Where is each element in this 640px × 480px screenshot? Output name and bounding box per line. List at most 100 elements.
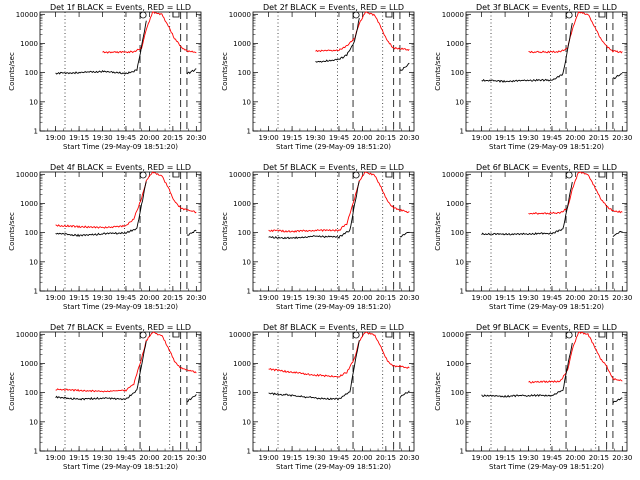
x-tick-label: 19:45	[329, 454, 349, 462]
y-tick-label: 10	[29, 98, 38, 106]
y-tick-label: 100	[238, 389, 251, 397]
y-tick-label: 10	[29, 258, 38, 266]
y-tick-label: 10	[29, 418, 38, 426]
y-tick-label: 1	[247, 288, 251, 296]
panel-det-6: Det 6f BLACK = Events, RED = LLD 1 10 100 10…	[434, 163, 632, 311]
y-tick-label: 1	[247, 128, 251, 136]
x-tick-label: 20:15	[376, 294, 396, 302]
x-tick-label: 20:15	[376, 454, 396, 462]
x-tick-label: 19:30	[92, 454, 112, 462]
saa-symbol	[598, 332, 606, 338]
x-tick-label: 19:30	[305, 454, 325, 462]
x-tick-label: 19:15	[495, 134, 515, 142]
panel-title: Det 8f BLACK = Events, RED = LLD	[263, 323, 404, 332]
x-tick-label: 19:45	[329, 294, 349, 302]
x-tick-label: 20:00	[565, 454, 585, 462]
flare-start-symbol	[139, 171, 147, 179]
plot-frame	[252, 331, 415, 452]
x-axis-label: Start Time (29-May-09 18:51:20)	[276, 303, 391, 311]
x-tick-label: 20:00	[565, 134, 585, 142]
x-tick-label: 19:00	[472, 454, 492, 462]
events-series-line	[55, 20, 197, 75]
plot-frame	[465, 171, 628, 292]
x-tick-label: 20:15	[589, 454, 609, 462]
events-series-line	[481, 181, 623, 237]
panel-title: Det 4f BLACK = Events, RED = LLD	[50, 163, 191, 172]
x-tick-label: 19:30	[92, 294, 112, 302]
events-series-line	[481, 22, 623, 83]
saa-symbol	[172, 172, 180, 178]
x-tick-label: 19:00	[259, 134, 279, 142]
events-series-line	[55, 340, 197, 403]
x-tick-label: 19:45	[329, 134, 349, 142]
y-tick-label: 10000	[229, 11, 251, 19]
y-tick-label: 100	[238, 229, 251, 237]
y-tick-label: 1000	[233, 40, 251, 48]
y-tick-label: 10	[242, 258, 251, 266]
panel-title: Det 3f BLACK = Events, RED = LLD	[476, 3, 617, 12]
y-tick-label: 10000	[16, 171, 38, 179]
y-tick-label: 100	[25, 229, 38, 237]
lld-series-line	[315, 11, 410, 53]
x-axis-label: Start Time (29-May-09 18:51:20)	[276, 143, 391, 151]
x-tick-label: 19:00	[46, 454, 66, 462]
plot-frame	[465, 331, 628, 452]
x-tick-label: 19:45	[116, 134, 136, 142]
plot-frame	[39, 331, 202, 452]
y-axis-label: Counts/sec	[221, 52, 229, 91]
panel-title: Det 5f BLACK = Events, RED = LLD	[263, 163, 404, 172]
x-axis-label: Start Time (29-May-09 18:51:20)	[63, 303, 178, 311]
saa-symbol	[598, 172, 606, 178]
y-tick-label: 1	[34, 288, 38, 296]
x-tick-label: 20:00	[139, 454, 159, 462]
x-tick-label: 19:00	[46, 294, 66, 302]
y-tick-label: 1000	[20, 40, 38, 48]
y-axis-label: Counts/sec	[434, 372, 442, 411]
x-tick-label: 19:45	[116, 454, 136, 462]
events-series-line	[268, 181, 410, 240]
y-tick-label: 1000	[446, 200, 464, 208]
x-tick-label: 20:30	[399, 134, 419, 142]
lld-series-line	[268, 171, 410, 233]
y-axis-label: Counts/sec	[434, 52, 442, 91]
y-tick-label: 10000	[229, 171, 251, 179]
x-tick-label: 19:00	[259, 454, 279, 462]
flare-start-symbol	[565, 331, 573, 339]
lld-series-line	[55, 331, 197, 393]
y-axis-label: Counts/sec	[221, 212, 229, 251]
y-tick-label: 100	[25, 69, 38, 77]
y-axis-label: Counts/sec	[8, 212, 16, 251]
panel-title: Det 6f BLACK = Events, RED = LLD	[476, 163, 617, 172]
x-tick-label: 19:15	[495, 294, 515, 302]
x-tick-label: 20:15	[376, 134, 396, 142]
lld-series-line	[528, 171, 623, 215]
y-axis-label: Counts/sec	[221, 372, 229, 411]
x-tick-label: 19:45	[116, 294, 136, 302]
y-tick-label: 1	[34, 128, 38, 136]
x-tick-label: 20:00	[565, 294, 585, 302]
x-tick-label: 19:30	[305, 294, 325, 302]
y-tick-label: 10000	[16, 11, 38, 19]
panel-title: Det 9f BLACK = Events, RED = LLD	[476, 323, 617, 332]
y-tick-label: 100	[451, 389, 464, 397]
y-tick-label: 1000	[446, 40, 464, 48]
y-tick-label: 1	[34, 448, 38, 456]
y-tick-label: 1000	[446, 360, 464, 368]
panel-det-8: Det 8f BLACK = Events, RED = LLD 1 10 100 10…	[221, 323, 419, 471]
flare-start-symbol	[139, 331, 147, 339]
flare-start-symbol	[565, 11, 573, 19]
panel-det-9: Det 9f BLACK = Events, RED = LLD 1 10 100 10…	[434, 323, 632, 471]
y-axis-label: Counts/sec	[8, 372, 16, 411]
saa-symbol	[385, 332, 393, 338]
saa-symbol	[385, 12, 393, 18]
x-tick-label: 19:45	[542, 294, 562, 302]
x-tick-label: 20:30	[399, 294, 419, 302]
lld-series-line	[528, 331, 623, 384]
x-tick-label: 19:45	[542, 454, 562, 462]
y-tick-label: 1	[247, 448, 251, 456]
x-tick-label: 20:30	[612, 134, 632, 142]
x-tick-label: 19:30	[518, 454, 538, 462]
panel-det-5: Det 5f BLACK = Events, RED = LLD 1 10 100 10…	[221, 163, 419, 311]
panel-det-4: Det 4f BLACK = Events, RED = LLD 1 10 100 10…	[8, 163, 206, 311]
